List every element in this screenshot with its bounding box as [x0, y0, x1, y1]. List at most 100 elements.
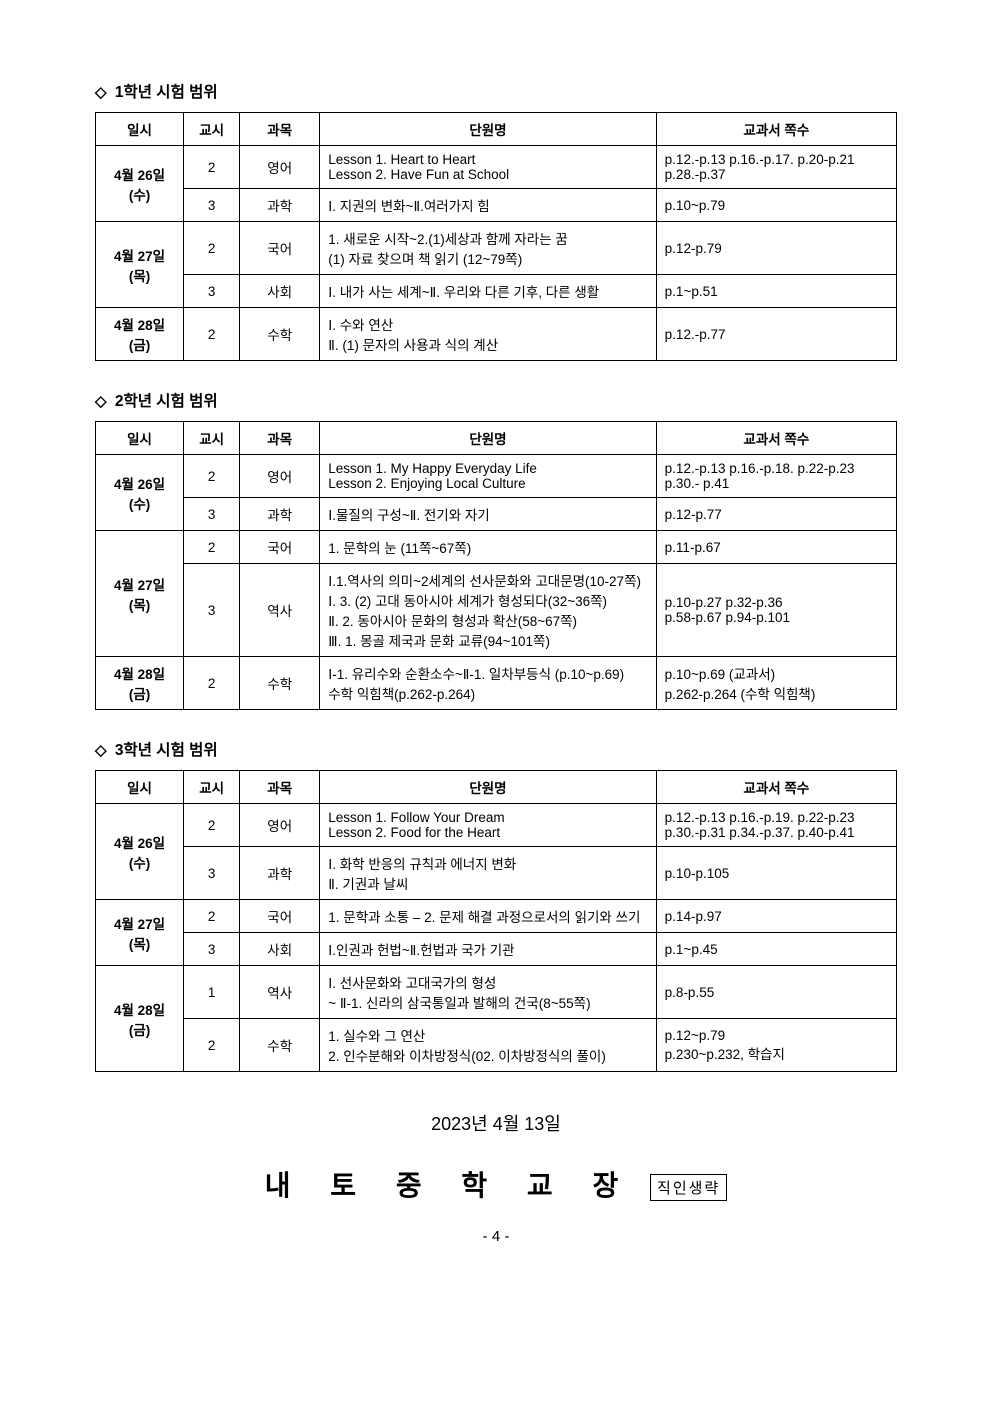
cell-subject: 영어: [240, 146, 320, 189]
cell-period: 3: [184, 564, 240, 657]
cell-pages: p.1~p.45: [656, 933, 896, 966]
header-pages: 교과서 쪽수: [656, 422, 896, 455]
cell-subject: 역사: [240, 966, 320, 1019]
cell-pages: p.12.-p.13 p.16.-p.18. p.22-p.23 p.30.- …: [656, 455, 896, 498]
cell-subject: 영어: [240, 455, 320, 498]
table-row: 4월 28일 (금)1역사Ⅰ. 선사문화와 고대국가의 형성 ~ Ⅱ-1. 신라…: [96, 966, 897, 1019]
grade3-tbody: 4월 26일 (수)2영어Lesson 1. Follow Your Dream…: [96, 804, 897, 1072]
cell-period: 2: [184, 657, 240, 710]
cell-unit: Ⅰ. 화학 반응의 규칙과 에너지 변화 Ⅱ. 기권과 날씨: [320, 847, 656, 900]
cell-unit: Lesson 1. Follow Your Dream Lesson 2. Fo…: [320, 804, 656, 847]
grade2-title: ◇ 2학년 시험 범위: [95, 389, 897, 411]
cell-unit: Ⅰ. 지권의 변화~Ⅱ.여러가지 힘: [320, 189, 656, 222]
cell-pages: p.8-p.55: [656, 966, 896, 1019]
cell-subject: 과학: [240, 498, 320, 531]
cell-unit: Ⅰ.물질의 구성~Ⅱ. 전기와 자기: [320, 498, 656, 531]
cell-pages: p.12-p.79: [656, 222, 896, 275]
cell-subject: 과학: [240, 847, 320, 900]
cell-date: 4월 28일 (금): [96, 308, 184, 361]
table-row: 4월 28일 (금)2수학Ⅰ. 수와 연산 Ⅱ. (1) 문자의 사용과 식의 …: [96, 308, 897, 361]
cell-pages: p.12.-p.13 p.16.-p.17. p.20-p.21 p.28.-p…: [656, 146, 896, 189]
cell-subject: 영어: [240, 804, 320, 847]
cell-date: 4월 27일 (목): [96, 531, 184, 657]
cell-unit: Lesson 1. Heart to Heart Lesson 2. Have …: [320, 146, 656, 189]
cell-date: 4월 28일 (금): [96, 657, 184, 710]
cell-unit: Ⅰ. 수와 연산 Ⅱ. (1) 문자의 사용과 식의 계산: [320, 308, 656, 361]
cell-unit: Ⅰ-1. 유리수와 순환소수~Ⅱ-1. 일차부등식 (p.10~p.69) 수학…: [320, 657, 656, 710]
grade3-table: 일시 교시 과목 단원명 교과서 쪽수 4월 26일 (수)2영어Lesson …: [95, 770, 897, 1072]
header-subject: 과목: [240, 422, 320, 455]
cell-date: 4월 26일 (수): [96, 146, 184, 222]
table-row: 2수학1. 실수와 그 연산 2. 인수분해와 이차방정식(02. 이차방정식의…: [96, 1019, 897, 1072]
grade1-title: ◇ 1학년 시험 범위: [95, 80, 897, 102]
cell-period: 2: [184, 804, 240, 847]
table-row: 3사회Ⅰ.인권과 헌법~Ⅱ.헌법과 국가 기관p.1~p.45: [96, 933, 897, 966]
cell-subject: 과학: [240, 189, 320, 222]
cell-period: 2: [184, 531, 240, 564]
cell-date: 4월 26일 (수): [96, 455, 184, 531]
cell-period: 2: [184, 1019, 240, 1072]
cell-subject: 국어: [240, 900, 320, 933]
cell-period: 2: [184, 455, 240, 498]
table-row: 4월 27일 (목)2국어1. 문학과 소통 – 2. 문제 해결 과정으로서의…: [96, 900, 897, 933]
header-pages: 교과서 쪽수: [656, 113, 896, 146]
cell-unit: Ⅰ.인권과 헌법~Ⅱ.헌법과 국가 기관: [320, 933, 656, 966]
cell-date: 4월 28일 (금): [96, 966, 184, 1072]
table-row: 3사회Ⅰ. 내가 사는 세계~Ⅱ. 우리와 다른 기후, 다른 생활p.1~p.…: [96, 275, 897, 308]
stamp-box: 직인생략: [650, 1174, 727, 1201]
header-unit: 단원명: [320, 113, 656, 146]
cell-unit: Ⅰ. 선사문화와 고대국가의 형성 ~ Ⅱ-1. 신라의 삼국통일과 발해의 건…: [320, 966, 656, 1019]
grade2-title-text: 2학년 시험 범위: [115, 393, 218, 410]
grade1-tbody: 4월 26일 (수)2영어Lesson 1. Heart to Heart Le…: [96, 146, 897, 361]
table-row: 4월 26일 (수)2영어Lesson 1. Heart to Heart Le…: [96, 146, 897, 189]
table-row: 3과학Ⅰ. 화학 반응의 규칙과 에너지 변화 Ⅱ. 기권과 날씨p.10-p.…: [96, 847, 897, 900]
cell-pages: p.14-p.97: [656, 900, 896, 933]
cell-pages: p.10~p.79: [656, 189, 896, 222]
header-unit: 단원명: [320, 771, 656, 804]
cell-unit: 1. 실수와 그 연산 2. 인수분해와 이차방정식(02. 이차방정식의 풀이…: [320, 1019, 656, 1072]
cell-pages: p.12~p.79 p.230~p.232, 학습지: [656, 1019, 896, 1072]
cell-unit: Ⅰ. 내가 사는 세계~Ⅱ. 우리와 다른 기후, 다른 생활: [320, 275, 656, 308]
table-row: 4월 27일 (목)2국어1. 문학의 눈 (11쪽~67쪽)p.11-p.67: [96, 531, 897, 564]
cell-unit: 1. 새로운 시작~2.(1)세상과 함께 자라는 꿈 (1) 자료 찾으며 책…: [320, 222, 656, 275]
grade2-tbody: 4월 26일 (수)2영어Lesson 1. My Happy Everyday…: [96, 455, 897, 710]
cell-period: 3: [184, 189, 240, 222]
header-period: 교시: [184, 771, 240, 804]
table-header-row: 일시 교시 과목 단원명 교과서 쪽수: [96, 113, 897, 146]
cell-subject: 사회: [240, 933, 320, 966]
diamond-icon: ◇: [95, 393, 107, 410]
cell-subject: 국어: [240, 222, 320, 275]
cell-subject: 수학: [240, 308, 320, 361]
header-date: 일시: [96, 422, 184, 455]
cell-period: 2: [184, 146, 240, 189]
cell-pages: p.12-p.77: [656, 498, 896, 531]
cell-pages: p.11-p.67: [656, 531, 896, 564]
header-period: 교시: [184, 422, 240, 455]
header-unit: 단원명: [320, 422, 656, 455]
cell-period: 3: [184, 933, 240, 966]
header-pages: 교과서 쪽수: [656, 771, 896, 804]
cell-pages: p.10-p.27 p.32-p.36 p.58-p.67 p.94-p.101: [656, 564, 896, 657]
cell-period: 2: [184, 308, 240, 361]
cell-pages: p.12.-p.77: [656, 308, 896, 361]
cell-period: 1: [184, 966, 240, 1019]
diamond-icon: ◇: [95, 84, 107, 101]
cell-unit: 1. 문학의 눈 (11쪽~67쪽): [320, 531, 656, 564]
table-row: 4월 26일 (수)2영어Lesson 1. My Happy Everyday…: [96, 455, 897, 498]
table-row: 4월 28일 (금)2수학Ⅰ-1. 유리수와 순환소수~Ⅱ-1. 일차부등식 (…: [96, 657, 897, 710]
grade2-table: 일시 교시 과목 단원명 교과서 쪽수 4월 26일 (수)2영어Lesson …: [95, 421, 897, 710]
cell-pages: p.10-p.105: [656, 847, 896, 900]
cell-date: 4월 27일 (목): [96, 222, 184, 308]
grade1-title-text: 1학년 시험 범위: [115, 84, 218, 101]
header-period: 교시: [184, 113, 240, 146]
cell-subject: 국어: [240, 531, 320, 564]
cell-subject: 수학: [240, 657, 320, 710]
grade3-title: ◇ 3학년 시험 범위: [95, 738, 897, 760]
grade1-table: 일시 교시 과목 단원명 교과서 쪽수 4월 26일 (수)2영어Lesson …: [95, 112, 897, 361]
table-row: 3과학Ⅰ. 지권의 변화~Ⅱ.여러가지 힘p.10~p.79: [96, 189, 897, 222]
cell-period: 3: [184, 498, 240, 531]
cell-period: 3: [184, 275, 240, 308]
cell-subject: 수학: [240, 1019, 320, 1072]
header-date: 일시: [96, 771, 184, 804]
cell-date: 4월 27일 (목): [96, 900, 184, 966]
